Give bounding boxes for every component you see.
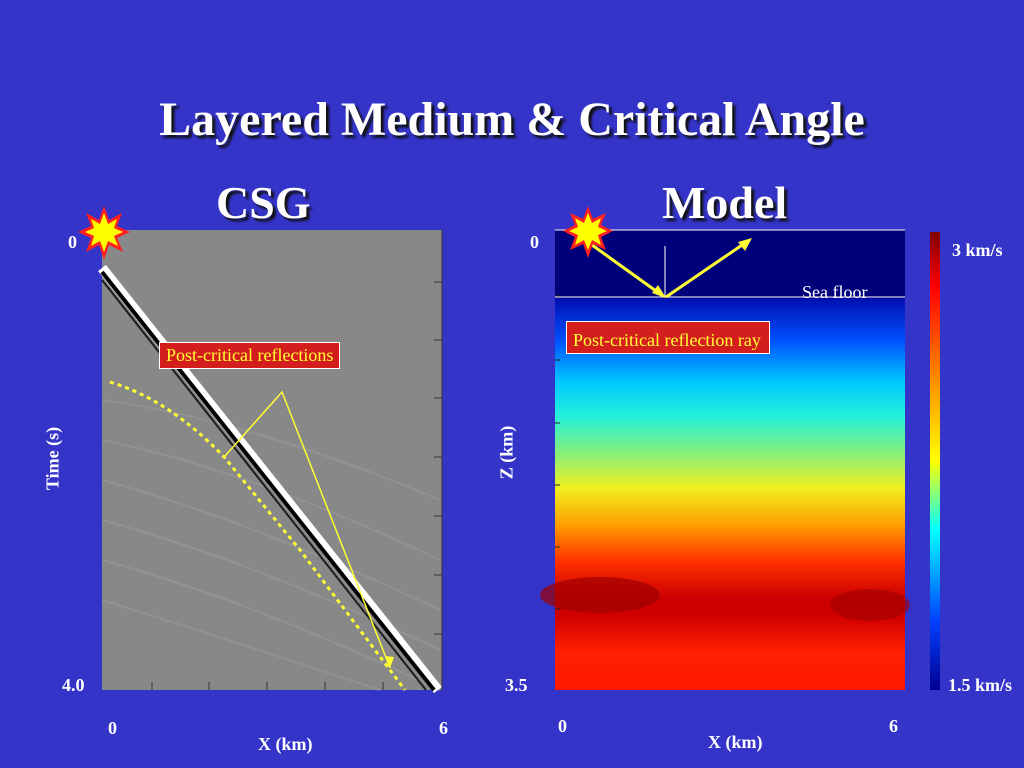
incident-ray bbox=[591, 243, 664, 298]
csg-x-label: X (km) bbox=[258, 734, 313, 754]
source-explosion-icon bbox=[78, 206, 130, 260]
model-x-min: 0 bbox=[558, 716, 567, 736]
csg-annotation-lines bbox=[224, 390, 391, 669]
csg-reflection-curve bbox=[109, 380, 407, 691]
reflected-ray-arrowhead bbox=[738, 238, 752, 251]
csg-right-ticks bbox=[151, 230, 443, 690]
csg-x-min: 0 bbox=[108, 718, 117, 738]
csg-annotation-box: Post-critical reflections bbox=[159, 342, 341, 369]
model-heading: Model bbox=[662, 177, 788, 228]
csg-direct-wave-white bbox=[98, 264, 442, 694]
velocity-colorbar bbox=[930, 232, 940, 690]
csg-heading: CSG bbox=[216, 177, 311, 228]
model-annotation-box: Post-critical reflection ray bbox=[566, 321, 770, 354]
csg-y-label: Time (s) bbox=[42, 426, 63, 491]
model-depth-top: 0 bbox=[530, 232, 539, 252]
csg-x-max: 6 bbox=[439, 718, 448, 738]
csg-annotation-arrowhead bbox=[385, 656, 394, 668]
model-x-max: 6 bbox=[889, 716, 898, 736]
model-y-label: Z (km) bbox=[496, 425, 517, 480]
model-lens-left bbox=[540, 577, 660, 613]
csg-time-bottom: 4.0 bbox=[62, 675, 85, 695]
model-depth-bottom: 3.5 bbox=[505, 675, 528, 695]
colorbar-min-label: 1.5 km/s bbox=[948, 675, 1013, 695]
csg-direct-wave-black bbox=[100, 270, 436, 692]
colorbar-max-label: 3 km/s bbox=[952, 240, 1003, 260]
reflected-ray bbox=[665, 241, 746, 299]
model-left-ticks bbox=[555, 295, 560, 610]
model-x-label: X (km) bbox=[708, 732, 763, 752]
slide-title: Layered Medium & Critical Angle bbox=[159, 93, 865, 146]
csg-panel bbox=[102, 230, 442, 690]
model-lens-right bbox=[830, 589, 910, 621]
model-source-explosion-icon bbox=[563, 206, 613, 258]
csg-time-top: 0 bbox=[68, 232, 77, 252]
incident-ray-arrowhead bbox=[652, 285, 666, 298]
sea-floor-label: Sea floor bbox=[802, 282, 868, 302]
